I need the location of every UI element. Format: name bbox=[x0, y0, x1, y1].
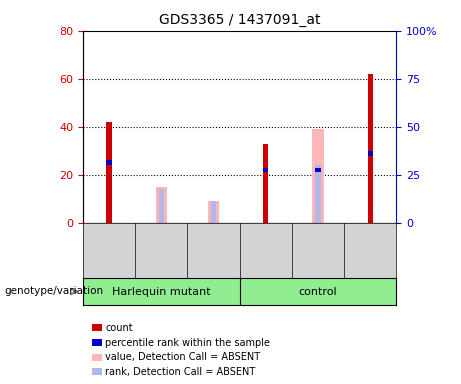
Text: genotype/variation: genotype/variation bbox=[5, 286, 104, 296]
Text: value, Detection Call = ABSENT: value, Detection Call = ABSENT bbox=[105, 352, 260, 362]
Bar bbox=[313, 129, 324, 223]
Bar bbox=[315, 167, 321, 172]
Bar bbox=[368, 74, 373, 223]
Bar bbox=[368, 151, 373, 156]
Bar bbox=[106, 122, 112, 223]
Bar bbox=[263, 144, 268, 223]
Text: GDS3365 / 1437091_at: GDS3365 / 1437091_at bbox=[159, 13, 320, 27]
Bar bbox=[106, 161, 112, 165]
Bar bbox=[159, 189, 164, 223]
Text: percentile rank within the sample: percentile rank within the sample bbox=[105, 338, 270, 348]
Text: control: control bbox=[299, 287, 337, 297]
Text: rank, Detection Call = ABSENT: rank, Detection Call = ABSENT bbox=[105, 367, 255, 377]
Bar bbox=[263, 167, 268, 172]
Bar bbox=[208, 201, 219, 223]
Bar bbox=[156, 187, 167, 223]
Bar bbox=[315, 165, 321, 223]
Text: count: count bbox=[105, 323, 133, 333]
Bar bbox=[211, 201, 216, 223]
Text: Harlequin mutant: Harlequin mutant bbox=[112, 287, 211, 297]
